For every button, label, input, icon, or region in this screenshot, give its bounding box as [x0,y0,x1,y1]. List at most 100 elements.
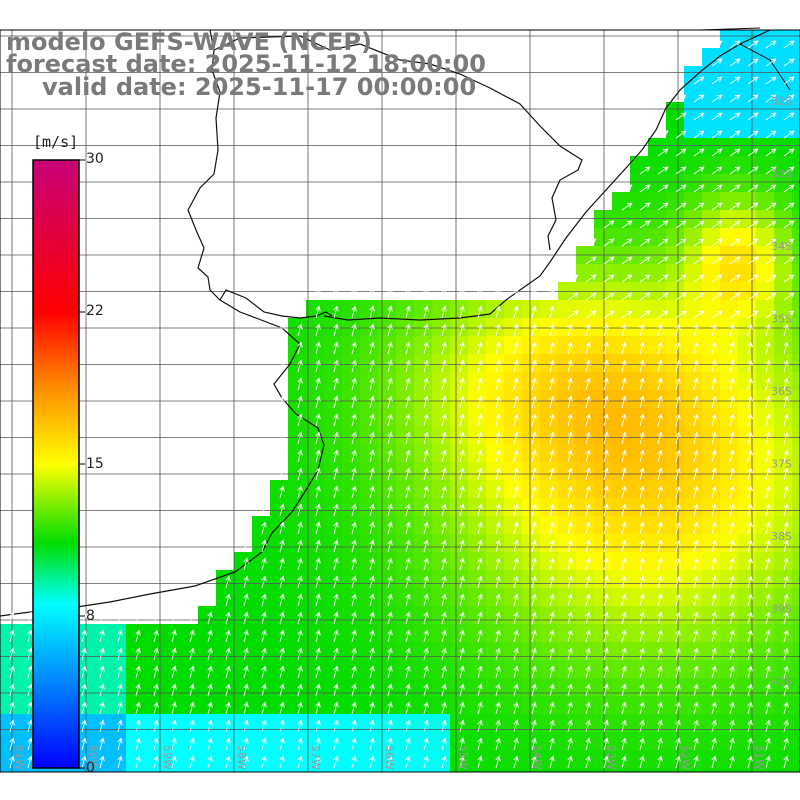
wind-cell [432,480,450,498]
wind-arrow [477,413,483,427]
wind-arrow [297,701,303,715]
wind-cell [630,390,648,408]
wind-arrow [495,665,501,679]
wind-arrow [297,575,303,589]
wind-arrow [567,521,573,535]
wind-arrow [297,467,303,481]
wind-cell [108,660,126,678]
wind-cell [324,714,342,732]
wind-cell [576,714,594,732]
wind-cell [684,408,702,426]
wind-arrow [693,449,699,463]
wind-cell [558,714,576,732]
wind-cell [414,408,432,426]
wind-cell [738,408,756,426]
wind-arrow [279,413,285,427]
wind-cell [396,408,414,426]
wind-cell [684,678,702,696]
wind-arrow [405,305,411,319]
wind-cell [684,282,702,300]
wind-arrow [747,449,753,463]
wind-arrow [603,413,609,427]
wind-arrow [747,503,753,517]
wind-arrow [765,395,771,409]
wind-cell [486,624,504,642]
wind-arrow [279,539,285,553]
wind-cell [468,300,486,318]
wind-cell [396,390,414,408]
wind-arrow [279,449,285,463]
wind-arrow [315,647,321,661]
wind-cell [756,120,774,138]
colorbar-tick-15: 15 [86,456,104,472]
wind-cell [360,714,378,732]
wind-cell [342,300,360,318]
wind-cell [684,174,702,192]
wind-cell [486,678,504,696]
wind-arrow [387,593,393,607]
wind-arrow [639,184,651,193]
wind-cell [414,444,432,462]
wind-cell [450,732,468,750]
wind-cell [378,408,396,426]
wind-cell [792,84,800,102]
wind-arrow [297,593,303,607]
wind-arrow [657,238,669,247]
wind-cell [720,372,738,390]
wind-cell [468,318,486,336]
wind-arrow [423,539,429,553]
wind-arrow [423,359,429,373]
wind-arrow [711,220,723,229]
wind-cell [468,426,486,444]
wind-cell [468,516,486,534]
wind-arrow [567,701,573,715]
wind-cell [468,606,486,624]
wind-cell [252,606,270,624]
wind-arrow [351,593,357,607]
wind-arrow [153,683,159,697]
wind-arrow [99,611,105,625]
wind-cell [594,678,612,696]
wind-cell [720,156,738,174]
wind-arrow [747,557,753,571]
wind-cell [378,318,396,336]
wind-cell [396,750,414,768]
wind-cell [288,336,306,354]
wind-cell [162,768,180,772]
wind-arrow [549,395,555,409]
wind-arrow [765,539,771,553]
wind-arrow [549,341,555,355]
wind-cell [648,678,666,696]
wind-arrow [747,377,753,391]
wind-arrow [765,503,771,517]
wind-arrow [639,449,645,463]
wind-cell [288,516,306,534]
wind-cell [702,462,720,480]
wind-arrow [441,539,447,553]
wind-arrow [531,395,537,409]
wind-arrow [135,629,141,643]
wind-cell [252,732,270,750]
wind-arrow [441,665,447,679]
wind-cell [612,444,630,462]
wind-cell [666,336,684,354]
wind-cell [450,660,468,678]
wind-cell [612,714,630,732]
wind-cell [666,696,684,714]
wind-cell [342,714,360,732]
wind-arrow [297,377,303,391]
wind-arrow [657,593,663,607]
wind-arrow [117,665,123,679]
wind-arrow [711,395,717,409]
wind-cell [720,408,738,426]
wind-arrow [369,341,375,355]
wind-cell [702,516,720,534]
wind-cell [522,624,540,642]
wind-cell [612,678,630,696]
wind-cell [720,210,738,228]
wind-cell [522,354,540,372]
wind-cell [90,696,108,714]
wind-arrow [747,539,753,553]
wind-arrow [405,737,411,751]
wind-arrow [711,431,717,445]
